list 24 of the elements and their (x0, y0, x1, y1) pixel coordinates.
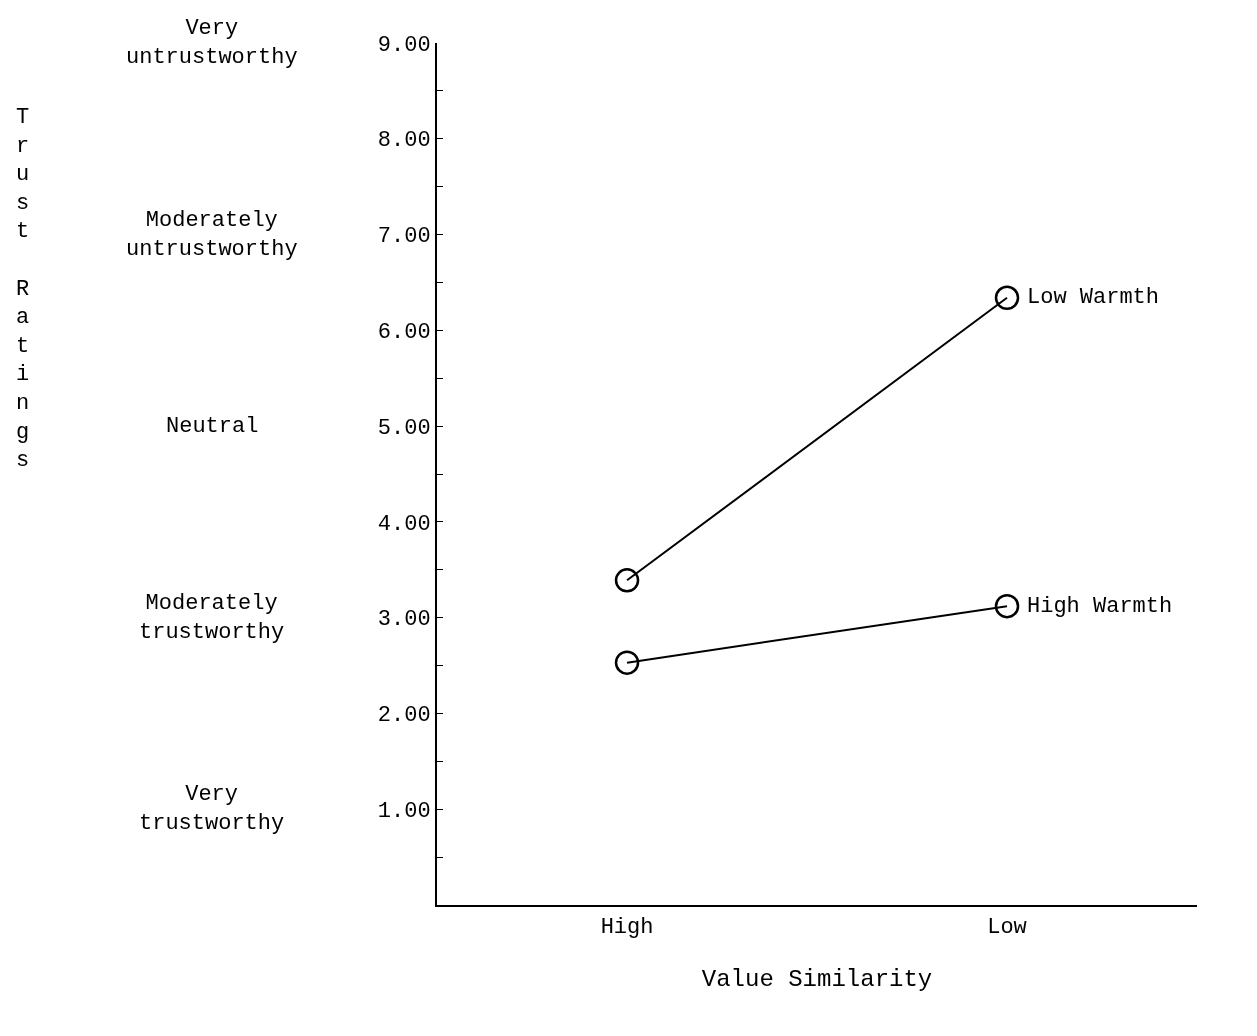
y-tick-label: 8.00 (377, 128, 431, 154)
series-label: Low Warmth (1027, 285, 1160, 310)
y-tick-label: 4.00 (377, 511, 431, 537)
x-tick-label: Low (987, 915, 1027, 941)
y-tick-label: 1.00 (377, 798, 431, 824)
y-tick-label: 3.00 (377, 607, 431, 633)
text: Moderately untrustworthy (126, 208, 298, 262)
point (614, 568, 640, 593)
text: Moderately trustworthy (139, 591, 285, 645)
y-tick-label: 6.00 (377, 320, 431, 346)
y-tick-label: 2.00 (377, 703, 431, 729)
point (994, 593, 1020, 619)
text: Neutral (166, 414, 259, 439)
y-tick-label: 7.00 (377, 224, 431, 250)
x-tick-label: High (600, 915, 654, 941)
series-label: High Warmth (1027, 594, 1173, 619)
point (994, 285, 1020, 311)
x-axis-title: Value Similarity (701, 966, 933, 994)
point (614, 650, 640, 675)
y-tick-label: 9.00 (377, 32, 431, 58)
text: Very untrustworthy (126, 16, 298, 70)
y-tick-label: 5.00 (377, 415, 431, 441)
text: Trust Ratings (16, 105, 30, 474)
text: Very trustworthy (139, 782, 285, 836)
